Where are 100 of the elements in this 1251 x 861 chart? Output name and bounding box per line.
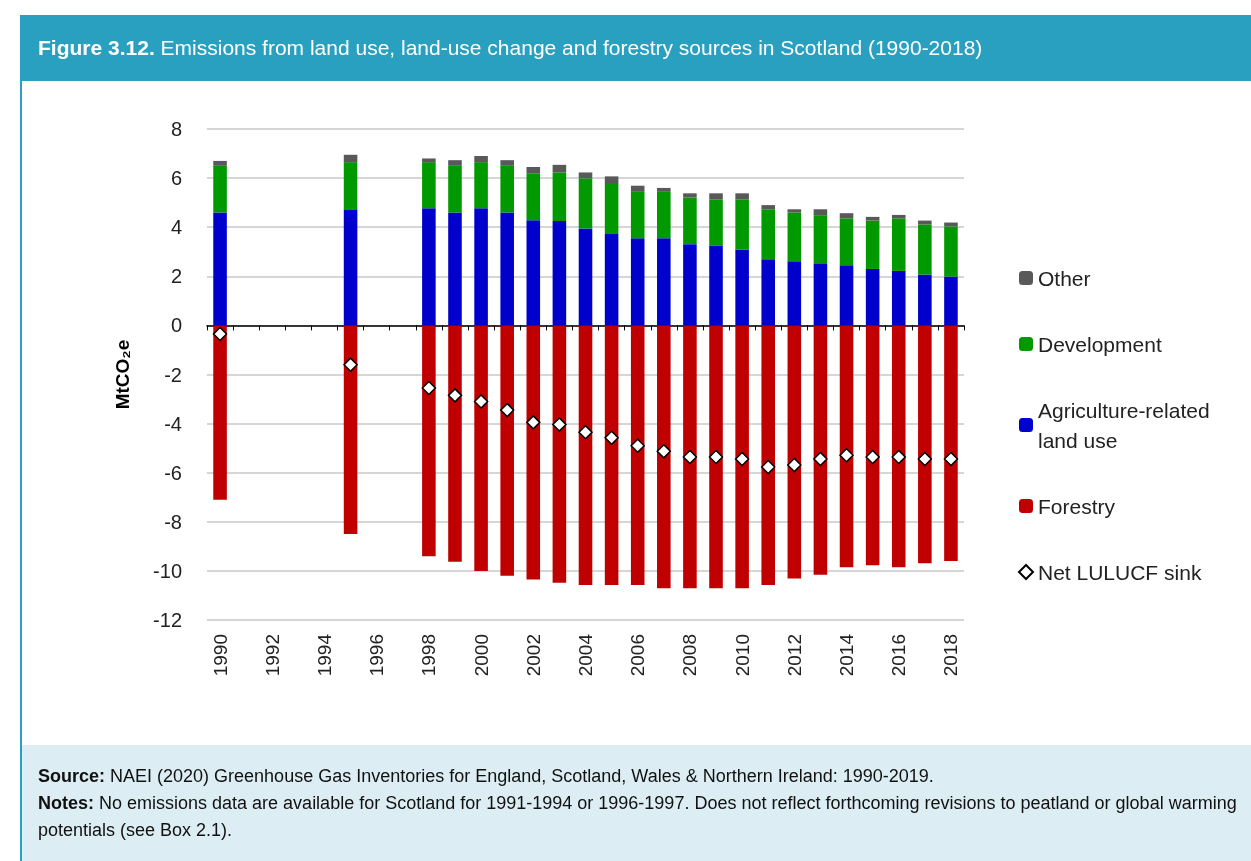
- bar: [526, 325, 541, 580]
- point: [917, 451, 933, 467]
- legend-label: Forestry: [1038, 494, 1116, 518]
- bar: [865, 268, 880, 326]
- point: [447, 388, 463, 403]
- bar: [657, 187, 671, 192]
- y-axis-title: MtCO₂e: [112, 339, 133, 410]
- y-tick-label: 6: [170, 167, 182, 190]
- point: [839, 448, 854, 463]
- point: [865, 449, 880, 465]
- bar: [630, 238, 645, 326]
- bar: [552, 325, 567, 583]
- point: [630, 438, 645, 453]
- bar: [735, 199, 749, 250]
- bar: [735, 249, 749, 326]
- bar: [657, 238, 671, 326]
- point: [604, 430, 619, 446]
- bar: [761, 209, 776, 260]
- bar: [630, 185, 645, 192]
- bar: [343, 154, 358, 163]
- point: [708, 449, 724, 465]
- y-tick-label: -6: [164, 461, 182, 484]
- bar: [813, 215, 828, 264]
- bar: [500, 160, 514, 166]
- bar: [604, 183, 619, 235]
- bar: [213, 325, 227, 500]
- bar: [709, 199, 723, 246]
- bar: [709, 193, 723, 200]
- point: [473, 394, 489, 409]
- bar: [604, 234, 619, 326]
- bar: [500, 325, 514, 576]
- bar: [578, 325, 593, 585]
- bar: [213, 160, 227, 166]
- point: [760, 459, 776, 475]
- bar: [630, 191, 645, 239]
- legend-label: Other: [1038, 266, 1091, 290]
- bar: [865, 325, 880, 566]
- chart-title: Figure 3.12. Emissions from land use, land-use change and forestry sources in Scotland (1990-2018): [22, 15, 1251, 81]
- bar: [787, 209, 802, 213]
- bar: [918, 325, 932, 564]
- legend-label: Net LULUCF sink: [1038, 560, 1202, 584]
- bar: [448, 325, 462, 562]
- bar: [709, 245, 723, 326]
- point: [943, 451, 959, 467]
- x-tick-label: 2008: [679, 634, 701, 677]
- point: [787, 457, 802, 473]
- bar: [526, 220, 541, 326]
- source-note: Source: NAEI (2020) Greenhouse Gas Inventories for England, Scotland, Wales & Northern Ireland: 1990-2019.: [38, 765, 935, 788]
- bar: [865, 220, 880, 269]
- bar: [604, 176, 619, 184]
- bar: [578, 172, 593, 179]
- x-tick-label: 2014: [836, 633, 858, 677]
- point: [421, 380, 437, 396]
- bar: [343, 210, 358, 326]
- bar: [761, 205, 776, 210]
- bar: [422, 325, 436, 557]
- point: [343, 357, 358, 372]
- x-tick-label: 2018: [940, 634, 962, 677]
- bar: [448, 165, 462, 213]
- bar: [474, 156, 488, 163]
- bar: [683, 197, 697, 245]
- x-tick-label: 2000: [470, 634, 492, 677]
- bar: [683, 193, 697, 198]
- bar: [683, 244, 697, 326]
- bar: [891, 218, 906, 271]
- bar: [578, 228, 593, 326]
- bar: [891, 270, 906, 326]
- point: [499, 402, 515, 418]
- bar: [839, 218, 854, 266]
- text: Notes: No emissions data are available for Scotland for 1991-1994 or 1996-1997. Does not reflect forthcoming revisions to peatland or global warming potentials (see Box 2.1).: [38, 792, 1237, 842]
- bar: [865, 216, 880, 221]
- x-tick-label: 2002: [522, 634, 544, 677]
- bar: [448, 212, 462, 326]
- bar: [474, 208, 488, 326]
- x-tick-label: 1998: [418, 634, 440, 677]
- bar: [891, 325, 906, 568]
- bar: [448, 160, 462, 166]
- y-tick-label: 0: [170, 314, 182, 337]
- bar: [709, 325, 723, 589]
- x-tick-label: 2016: [888, 634, 910, 677]
- y-tick-label: 4: [170, 216, 182, 239]
- bar: [735, 325, 749, 589]
- bar: [343, 162, 358, 211]
- bar: [500, 165, 514, 213]
- x-tick-label: 2012: [783, 634, 805, 677]
- point: [578, 424, 593, 440]
- bar: [474, 162, 488, 209]
- bar: [604, 325, 619, 585]
- bar: [761, 259, 776, 326]
- bar: [422, 158, 436, 163]
- x-tick-label: 1990: [209, 634, 231, 677]
- point: [682, 449, 698, 465]
- bar: [787, 325, 802, 579]
- bar: [683, 325, 697, 589]
- bar: [944, 226, 958, 277]
- bar: [630, 325, 645, 585]
- bar: [213, 165, 227, 213]
- x-tick-label: 1992: [261, 634, 283, 677]
- bar: [813, 325, 828, 575]
- y-tick-label: -2: [164, 363, 182, 386]
